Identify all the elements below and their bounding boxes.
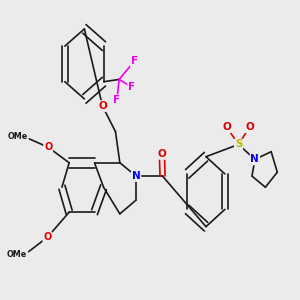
Text: O: O: [222, 122, 231, 132]
Text: F: F: [128, 82, 135, 92]
Text: O: O: [245, 122, 254, 132]
Text: F: F: [131, 56, 138, 66]
Text: N: N: [250, 154, 259, 164]
Text: O: O: [158, 149, 166, 159]
Text: N: N: [132, 171, 140, 181]
Text: OMe: OMe: [7, 250, 27, 259]
Text: O: O: [43, 232, 52, 242]
Text: F: F: [113, 95, 121, 105]
Text: OMe: OMe: [7, 132, 28, 141]
Text: S: S: [235, 140, 242, 149]
Text: O: O: [44, 142, 52, 152]
Text: O: O: [98, 101, 107, 111]
